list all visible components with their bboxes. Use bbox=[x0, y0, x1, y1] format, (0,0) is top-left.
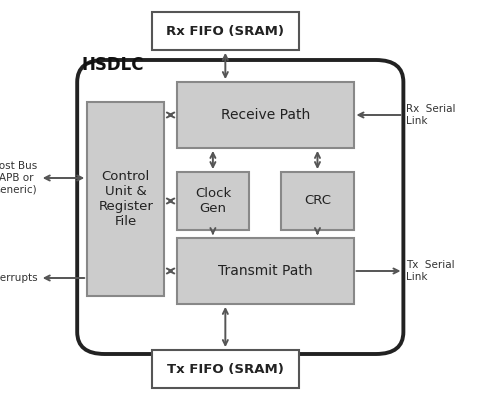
Text: Host Bus
(APB or
Generic): Host Bus (APB or Generic) bbox=[0, 161, 37, 194]
Text: Transmit Path: Transmit Path bbox=[218, 264, 313, 278]
Text: Receive Path: Receive Path bbox=[221, 108, 310, 122]
FancyBboxPatch shape bbox=[77, 60, 403, 354]
Text: CRC: CRC bbox=[304, 194, 331, 208]
Bar bbox=[177, 238, 354, 304]
Text: Interrupts: Interrupts bbox=[0, 273, 37, 283]
Bar bbox=[281, 172, 354, 230]
Bar bbox=[152, 12, 299, 50]
Bar bbox=[87, 102, 164, 296]
Bar bbox=[152, 350, 299, 388]
Bar bbox=[177, 82, 354, 148]
Text: Control
Unit &
Register
File: Control Unit & Register File bbox=[98, 170, 153, 228]
Bar bbox=[177, 172, 249, 230]
Text: Rx FIFO (SRAM): Rx FIFO (SRAM) bbox=[166, 24, 284, 38]
Text: HSDLC: HSDLC bbox=[81, 56, 144, 74]
Text: Rx  Serial
Link: Rx Serial Link bbox=[406, 104, 455, 126]
Text: Clock
Gen: Clock Gen bbox=[195, 187, 231, 215]
Text: Tx FIFO (SRAM): Tx FIFO (SRAM) bbox=[167, 362, 284, 376]
Text: Tx  Serial
Link: Tx Serial Link bbox=[406, 260, 455, 282]
